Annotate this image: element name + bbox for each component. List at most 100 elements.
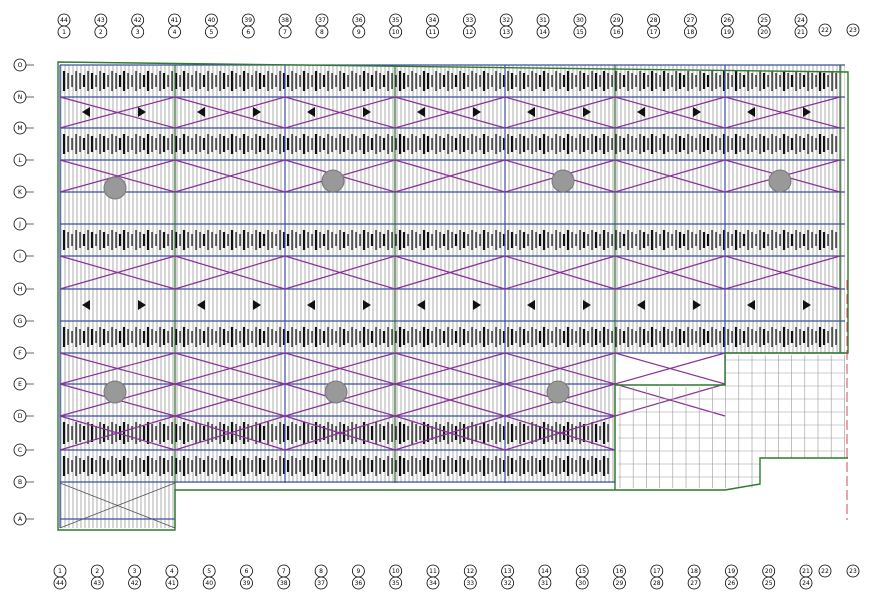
axis-label: 20 [760, 29, 768, 36]
row-label: H [18, 286, 23, 293]
axis-label: 5 [207, 568, 211, 575]
arrow [527, 300, 535, 310]
axis-bubble [462, 25, 476, 39]
axis-label: 15 [576, 29, 584, 36]
arrow [363, 107, 371, 117]
brace [59, 96, 176, 129]
axis-bubble [204, 25, 218, 39]
axis-bubble [575, 576, 589, 590]
axis-label: 27 [690, 580, 698, 587]
axis-label: 23 [849, 27, 857, 34]
axis-label: 37 [318, 17, 326, 24]
arrow [747, 107, 755, 117]
axis-label: 19 [723, 29, 731, 36]
axis-label: 29 [616, 580, 624, 587]
row-label: M [17, 125, 22, 132]
arrow [803, 107, 811, 117]
axis-label: 14 [539, 29, 547, 36]
brace [59, 352, 176, 385]
hvac-unit [551, 169, 575, 193]
axis-label: 8 [320, 29, 324, 36]
axis-label: 17 [653, 568, 661, 575]
row-label: A [18, 516, 23, 523]
brace [174, 96, 286, 129]
axis-bubble [846, 564, 860, 578]
axis-label: 35 [392, 580, 400, 587]
axis-label: 30 [578, 580, 586, 587]
axis-bubble [684, 25, 697, 39]
axis-label: 40 [208, 17, 216, 24]
axis-bubble [426, 576, 440, 590]
axis-label: 10 [392, 568, 400, 575]
brace [174, 255, 286, 290]
arrow [82, 107, 90, 117]
axis-label: 8 [319, 568, 323, 575]
axis-label: 32 [502, 17, 510, 24]
axis-bubble [720, 25, 734, 39]
axis-label: 2 [99, 29, 103, 36]
arrow [803, 300, 811, 310]
hvac-unit [546, 380, 570, 404]
axis-label: 40 [205, 580, 213, 587]
row-label: J [18, 221, 21, 228]
axis-bubble [94, 25, 108, 39]
axis-label: 21 [802, 568, 810, 575]
axis-label: 20 [765, 568, 773, 575]
axis-label: 23 [849, 568, 857, 575]
brace [59, 159, 176, 193]
arrow [138, 107, 146, 117]
brace [284, 96, 396, 129]
hvac-unit [324, 380, 348, 404]
axis-label: 7 [283, 29, 287, 36]
axis-label: 43 [97, 17, 105, 24]
axis-bubble [762, 576, 776, 590]
outline [57, 61, 849, 531]
arrow [253, 300, 261, 310]
axis-label: 44 [56, 580, 64, 587]
axis-label: 22 [821, 568, 829, 575]
axis-label: 15 [578, 568, 586, 575]
axis-label: 41 [168, 580, 176, 587]
axis-bubble [794, 25, 808, 39]
axis-bubble [757, 25, 771, 39]
axis-bubble [463, 576, 477, 590]
brace [504, 96, 616, 129]
axis-bubble [613, 576, 626, 590]
arrow [417, 300, 425, 310]
axis-label: 37 [317, 580, 325, 587]
axis-label: 35 [392, 17, 400, 24]
hvac-unit [103, 380, 127, 404]
brace [174, 383, 286, 417]
axis-label: 6 [245, 568, 249, 575]
axis-label: 2 [95, 568, 99, 575]
arrow [693, 300, 701, 310]
axis-bubble [610, 25, 624, 39]
axis-label: 7 [282, 568, 286, 575]
axis-bubble [536, 25, 550, 39]
structure [57, 61, 849, 531]
axis-bubble [818, 23, 832, 37]
axis-bubble [90, 576, 104, 590]
row-label: B [18, 479, 22, 486]
axis-bubble [128, 576, 142, 590]
axis-label: 25 [760, 17, 768, 24]
axis-label: 18 [687, 29, 695, 36]
axis-label: 21 [797, 29, 805, 36]
axis-label: 12 [466, 29, 474, 36]
row-label: L [18, 157, 22, 164]
row-label: I [19, 253, 21, 260]
arrow [693, 107, 701, 117]
axis-label: 13 [504, 568, 512, 575]
axis-bubble [389, 25, 403, 39]
arrow [307, 300, 315, 310]
arrow [363, 300, 371, 310]
axis-label: 1 [62, 29, 66, 36]
axis-label: 34 [429, 17, 437, 24]
brace [174, 415, 286, 451]
brace [174, 159, 286, 193]
brace [59, 415, 176, 451]
axis-label: 41 [171, 17, 179, 24]
axis-label: 31 [541, 580, 549, 587]
axis-label: 44 [60, 17, 68, 24]
